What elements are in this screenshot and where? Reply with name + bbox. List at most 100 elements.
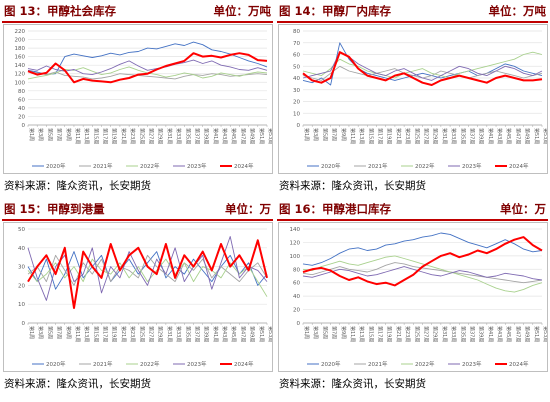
x-tick-label: 第21周: [120, 326, 127, 342]
x-tick-label: 第15周: [92, 128, 99, 144]
x-tick-label: 第45周: [505, 128, 512, 144]
y-tick-label: 40: [293, 76, 300, 82]
y-tick-label: 120: [15, 72, 26, 78]
x-tick-label: 第1周: [28, 326, 35, 339]
source-note: 资料来源：隆众资讯，长安期货: [279, 180, 426, 192]
chart-panel-13: 图 13：甲醇社会库存 单位：万吨 0 20 40 60 80 100 120 140 160 1…: [2, 0, 273, 198]
x-tick-label: 第17周: [377, 128, 384, 144]
y-tick-label: 160: [15, 55, 26, 61]
x-tick-label: 第41周: [212, 128, 219, 144]
x-tick-label: 第49周: [524, 128, 531, 144]
x-tick-label: 第35周: [184, 326, 191, 342]
y-tick-label: 20: [18, 114, 25, 120]
x-tick-label: 第35周: [459, 128, 466, 144]
source-note: 资料来源：隆众资讯，长安期货: [4, 378, 151, 390]
panel-unit: 单位：万: [500, 202, 546, 216]
x-tick-label: 第11周: [74, 326, 81, 342]
x-tick-label: 第29周: [157, 128, 164, 144]
source-note: 资料来源：隆众资讯，长安期货: [4, 180, 151, 192]
panel-header: 图 14：甲醇厂内库存 单位：万吨: [277, 1, 548, 23]
chart-svg: 0 10 20 30 40 50 60 70 80 第1周 第3周 第5周 第7周 第9周 第11周 第13周…: [293, 29, 547, 170]
x-tick-label: 第37周: [468, 326, 475, 342]
gridlines: [28, 30, 267, 126]
x-tick-label: 第45周: [505, 326, 512, 342]
legend-label: 2020年: [321, 360, 341, 368]
panel-unit: 单位：万吨: [488, 4, 547, 18]
x-tick-label: 第11周: [349, 326, 356, 342]
x-tick-label: 第15周: [92, 326, 99, 342]
x-tick-label: 第21周: [395, 326, 402, 342]
x-tick-label: 第33周: [175, 128, 182, 144]
x-tick-label: 第33周: [450, 128, 457, 144]
y-tick-label: 50: [18, 227, 25, 233]
series-line: [27, 239, 268, 309]
legend-label: 2024年: [509, 162, 529, 170]
x-tick-label: 第21周: [395, 128, 402, 144]
panel-title: 图 14：甲醇厂内库存: [279, 4, 392, 18]
y-tick-label: 140: [290, 227, 301, 233]
series-line: [302, 51, 543, 79]
x-tick-label: 第11周: [74, 128, 81, 144]
x-tick-label: 第53周: [542, 326, 547, 342]
source-note: 资料来源：隆众资讯，长安期货: [279, 378, 426, 390]
legend-label: 2020年: [46, 360, 66, 368]
y-tick-label: 20: [293, 308, 300, 314]
y-tick-label: 0: [297, 321, 301, 327]
y-tick-label: 60: [18, 97, 25, 103]
x-tick-label: 第51周: [258, 326, 265, 342]
series-line: [27, 254, 268, 286]
chart-panel-16: 图 16：甲醇港口库存 单位：万 0 20 40 60 80 100 120 140 第1周 第3…: [277, 198, 548, 396]
x-tick-label: 第33周: [175, 326, 182, 342]
x-tick-label: 第9周: [65, 326, 72, 339]
chart-area: 0 10 20 30 40 50 60 70 80 第1周 第3周 第5周 第7周 第9周 第11周 第13周…: [278, 24, 548, 174]
series-line: [27, 41, 268, 76]
panel-unit: 单位：万: [225, 202, 271, 216]
x-tick-label: 第43周: [221, 326, 228, 342]
y-tick-label: 0: [297, 123, 301, 129]
x-tick-label: 第13周: [358, 326, 365, 342]
x-tick-label: 第5周: [321, 326, 328, 339]
x-tick-label: 第35周: [184, 128, 191, 144]
x-tick-label: 第17周: [102, 326, 109, 342]
x-tick-label: 第41周: [212, 326, 219, 342]
x-tick-label: 第39周: [203, 326, 210, 342]
x-tick-label: 第19周: [386, 128, 393, 144]
legend-label: 2024年: [509, 360, 529, 368]
legend-label: 2023年: [462, 360, 482, 368]
x-tick-label: 第25周: [413, 326, 420, 342]
x-tick-label: 第27周: [423, 128, 430, 144]
y-tick-label: 20: [18, 283, 25, 289]
x-tick-label: 第29周: [432, 326, 439, 342]
y-tick-label: 10: [18, 302, 25, 308]
legend-label: 2022年: [140, 162, 160, 170]
x-tick-label: 第51周: [533, 326, 540, 342]
x-tick-label: 第31周: [166, 128, 173, 144]
x-tick-label: 第9周: [65, 128, 72, 141]
series-line: [302, 42, 543, 86]
x-tick-label: 第3周: [312, 128, 319, 141]
x-tick-label: 第17周: [377, 326, 384, 342]
x-tick-label: 第1周: [303, 326, 310, 339]
x-tick-label: 第37周: [193, 326, 200, 342]
x-tick-label: 第19周: [111, 326, 118, 342]
x-tick-label: 第23周: [129, 128, 136, 144]
x-tick-label: 第37周: [193, 128, 200, 144]
x-tick-label: 第45周: [230, 326, 237, 342]
legend-label: 2021年: [93, 162, 113, 170]
x-tick-label: 第7周: [56, 128, 63, 141]
y-tick-label: 40: [18, 246, 25, 252]
legend-label: 2023年: [462, 162, 482, 170]
x-tick-label: 第19周: [386, 326, 393, 342]
chart-area: 0 20 40 60 80 100 120 140 160 180 200 220 第1周 第3周 第5周第…: [3, 24, 273, 174]
legend-label: 2021年: [368, 360, 388, 368]
x-tick-label: 第23周: [404, 128, 411, 144]
x-tick-label: 第3周: [37, 128, 44, 141]
y-tick-label: 140: [15, 63, 26, 69]
legend-label: 2021年: [368, 162, 388, 170]
panel-title: 图 16：甲醇港口库存: [279, 202, 392, 216]
y-tick-label: 0: [22, 321, 26, 327]
y-tick-label: 20: [293, 100, 300, 106]
x-tick-label: 第43周: [496, 326, 503, 342]
series-line: [302, 266, 543, 281]
x-tick-label: 第25周: [138, 128, 145, 144]
